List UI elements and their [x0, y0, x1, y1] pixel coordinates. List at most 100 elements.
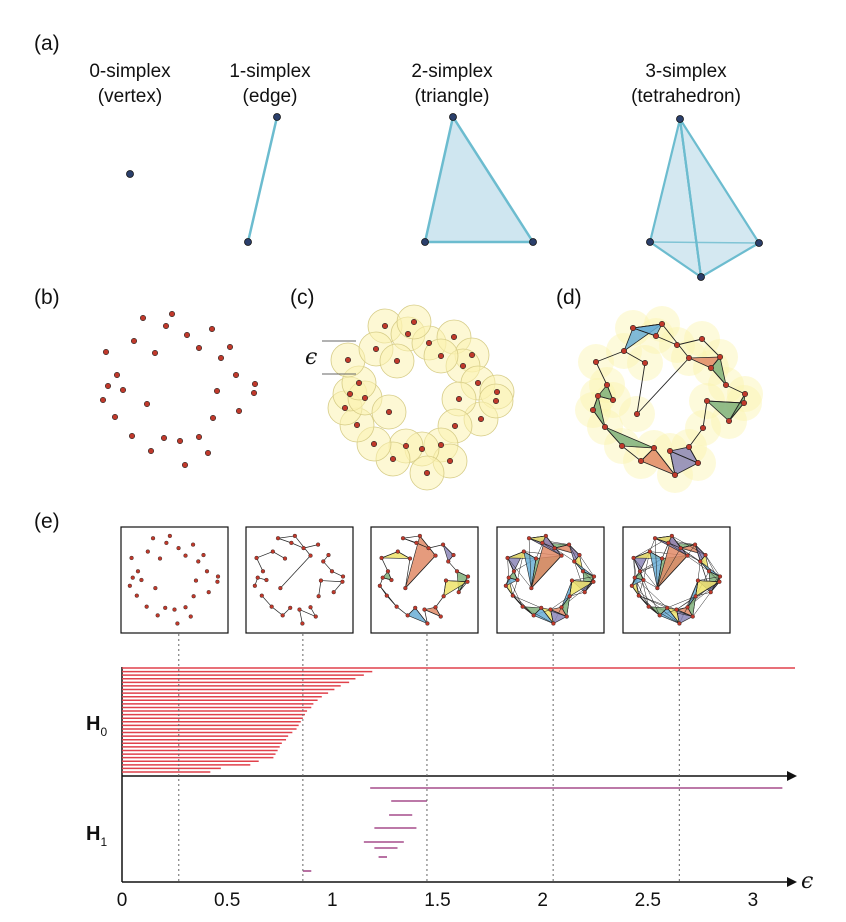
snapshot-point	[414, 540, 419, 545]
snapshot-point	[321, 559, 326, 564]
snapshot-point	[215, 574, 221, 579]
h1-label: H1	[86, 823, 107, 849]
data-point	[355, 379, 362, 386]
snapshot-edge	[561, 596, 570, 608]
snapshot-edge	[442, 544, 454, 556]
simplex-captions: 0-simplex (vertex) 1-simplex (edge) 2-si…	[89, 61, 741, 107]
snapshot-point	[260, 569, 266, 574]
snapshot-point	[297, 607, 302, 612]
snapshot-point	[567, 594, 572, 599]
snapshot-point	[316, 594, 321, 599]
snapshot-point	[426, 545, 431, 551]
snapshot-point	[552, 545, 557, 551]
snapshot-point	[190, 542, 196, 547]
complex-vertex	[722, 381, 729, 388]
snapshot-points	[377, 533, 471, 626]
caption-2-simplex-name: 2-simplex	[411, 61, 493, 82]
complex-edge	[636, 362, 646, 415]
complex-edge	[676, 338, 703, 346]
x-tick-label: 1.5	[424, 890, 450, 911]
complex-vertex	[637, 457, 644, 464]
snapshot-5	[622, 526, 731, 634]
snapshot-edge	[271, 606, 283, 616]
snapshot-edge	[584, 576, 595, 593]
snapshot-point	[278, 586, 283, 591]
snapshot-point	[318, 578, 324, 583]
complex-edge	[728, 402, 745, 422]
data-point	[385, 408, 392, 415]
data-point	[425, 339, 432, 346]
snapshot-edge	[428, 544, 444, 549]
data-point	[103, 348, 110, 355]
snapshot-point	[157, 556, 163, 561]
snapshot-point	[629, 583, 634, 588]
data-point	[437, 352, 444, 359]
snapshot-point	[582, 590, 587, 595]
h0-axis-arrow	[787, 771, 797, 781]
snapshot-point	[540, 540, 545, 545]
snapshot-edge	[528, 537, 543, 544]
snapshot-edge	[291, 542, 304, 549]
snapshot-edge	[507, 557, 532, 589]
complex-edge	[632, 327, 657, 337]
snapshot-edge	[512, 579, 518, 596]
snapshot-edge	[584, 581, 594, 593]
snapshot-point	[685, 553, 690, 558]
panel-label-b: (b)	[34, 286, 60, 309]
snapshot-edge	[569, 591, 585, 597]
snapshot-edge	[568, 544, 580, 556]
data-point	[129, 432, 136, 439]
data-point	[227, 343, 234, 350]
snapshot-point	[127, 583, 132, 588]
snapshot-point	[172, 607, 177, 612]
snapshot-edge	[554, 547, 575, 562]
snapshot-point	[511, 569, 517, 574]
snapshot-point	[183, 605, 188, 610]
snapshot-point	[301, 545, 306, 551]
snapshot-edge	[676, 609, 680, 624]
snapshot-point	[377, 583, 382, 588]
snapshot-edge	[458, 576, 469, 593]
epsilon-balls	[327, 304, 515, 491]
epsilon-label: ϵ	[305, 345, 317, 370]
snapshot-point	[254, 555, 259, 561]
snapshot-point	[456, 590, 461, 595]
data-point	[196, 433, 203, 440]
snapshot-point	[206, 590, 211, 595]
snapshot-point	[422, 607, 427, 612]
snapshot-edge	[507, 557, 509, 578]
snapshot-point	[175, 621, 180, 626]
snapshot-point	[394, 604, 399, 609]
snapshot-points	[127, 533, 221, 626]
snapshot-edge	[386, 595, 397, 607]
complex-vertex	[594, 392, 601, 399]
snapshot-edge	[381, 557, 389, 572]
snapshot-point	[215, 579, 220, 584]
snapshot-points	[503, 533, 597, 626]
snapshot-edge	[668, 542, 681, 549]
snapshot-edge	[397, 551, 411, 559]
data-point	[169, 310, 176, 317]
snapshot-edge	[710, 576, 721, 593]
snapshot-point	[259, 593, 264, 598]
snapshot-point	[515, 577, 520, 583]
complex-vertex	[685, 354, 692, 361]
snapshot-point	[591, 579, 596, 584]
snapshot-point	[657, 613, 662, 618]
caption-3-simplex-name: 3-simplex	[645, 61, 727, 82]
snapshot-point	[695, 578, 701, 583]
snapshot-point	[666, 540, 671, 545]
snapshot-point	[669, 533, 674, 539]
data-point	[177, 437, 184, 444]
snapshot-point	[646, 604, 651, 609]
caption-1-simplex-name: 1-simplex	[229, 61, 311, 82]
snapshot-edge	[256, 557, 264, 572]
complex-vertex	[603, 381, 610, 388]
snapshot-edge	[256, 551, 273, 559]
snapshot-point	[438, 614, 443, 619]
vertex-0-simplex	[126, 170, 134, 178]
snapshot-edge	[697, 576, 721, 581]
snapshot-edge	[657, 547, 681, 589]
x-tick-label: 0	[117, 890, 128, 911]
snapshot-edge	[687, 596, 696, 608]
